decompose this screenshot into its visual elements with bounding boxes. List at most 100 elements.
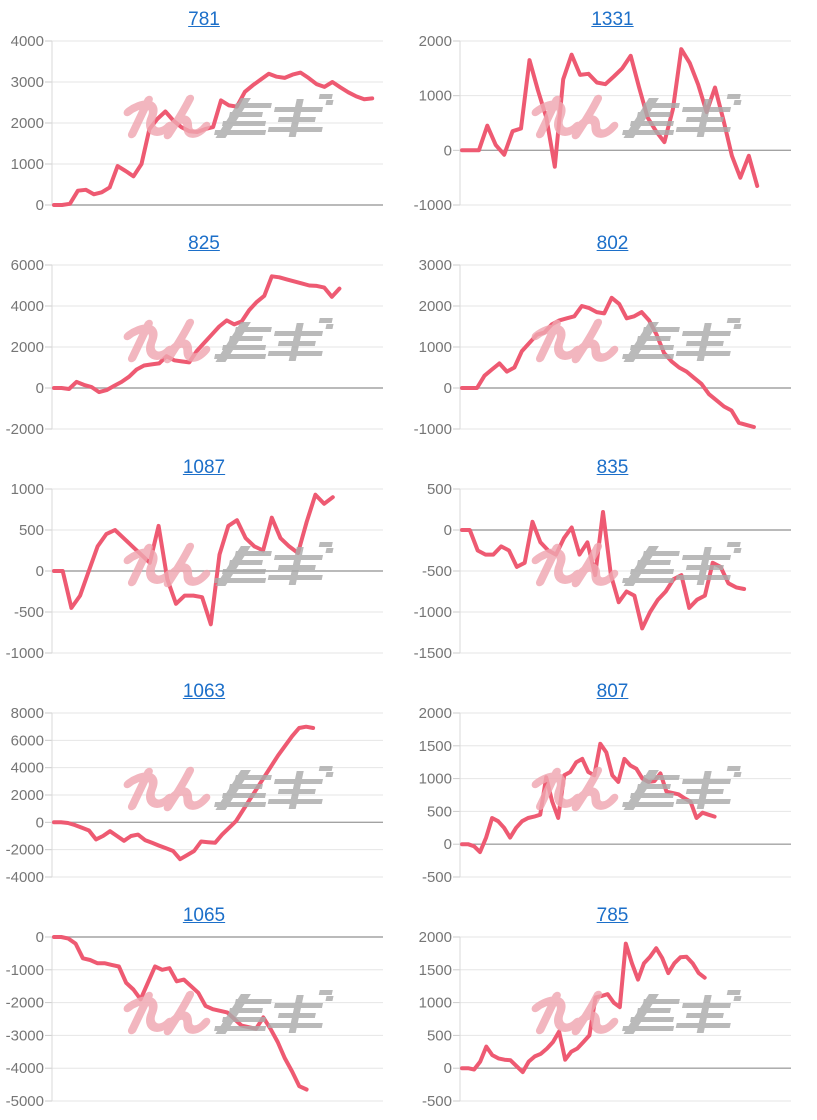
y-tick-label: -2000 xyxy=(6,421,44,438)
minrepo-watermark xyxy=(123,766,334,812)
chart-cell: 781 4000 3000 2000 1000 0 xyxy=(0,0,408,224)
chart-title-link[interactable]: 1065 xyxy=(182,905,226,926)
y-tick-label: 2000 xyxy=(419,705,452,722)
profit-line-chart: 8000 6000 4000 2000 0 -2000 -4000 xyxy=(6,705,383,886)
y-tick-label: 0 xyxy=(36,563,44,580)
watermark-pink-text xyxy=(123,318,211,364)
y-tick-label: 1000 xyxy=(419,995,452,1012)
watermark-gray-text xyxy=(214,318,334,362)
chart-cell: 825 6000 4000 2000 0 -2000 xyxy=(0,224,408,448)
y-tick-label: 0 xyxy=(444,522,452,539)
minrepo-watermark xyxy=(123,990,334,1036)
chart-title-link[interactable]: 807 xyxy=(596,681,629,702)
minrepo-watermark xyxy=(531,94,742,140)
y-tick-label: 1500 xyxy=(419,962,452,979)
y-tick-label: 3000 xyxy=(11,74,44,91)
profit-line xyxy=(52,492,335,627)
y-tick-label: -2000 xyxy=(6,995,44,1012)
profit-line xyxy=(460,510,747,631)
watermark-pink-text xyxy=(531,766,619,812)
profit-line-chart: 2000 1500 1000 500 0 -500 xyxy=(419,705,791,886)
chart-cell: 1087 1000 500 0 -500 -1000 xyxy=(0,448,408,672)
minrepo-watermark xyxy=(123,542,334,588)
watermark-gray-text xyxy=(622,990,742,1034)
y-tick-label: -2000 xyxy=(6,842,44,859)
chart-title: 835 xyxy=(408,448,817,481)
y-tick-label: 0 xyxy=(444,380,452,397)
watermark-pink-text xyxy=(531,318,619,364)
chart-title-link[interactable]: 802 xyxy=(596,233,629,254)
y-tick-label: 0 xyxy=(36,814,44,831)
chart-title: 825 xyxy=(0,224,408,257)
y-tick-label: 6000 xyxy=(11,257,44,274)
watermark-pink-text xyxy=(123,990,211,1036)
watermark-pink-text xyxy=(123,542,211,588)
y-tick-label: -1500 xyxy=(414,645,452,662)
y-tick-label: 0 xyxy=(36,380,44,397)
y-tick-label: -1000 xyxy=(6,962,44,979)
y-tick-label: -4000 xyxy=(6,869,44,886)
y-tick-label: 1000 xyxy=(11,481,44,498)
y-tick-label: 500 xyxy=(427,1027,452,1044)
y-tick-label: 4000 xyxy=(11,760,44,777)
y-tick-label: 500 xyxy=(427,803,452,820)
y-tick-label: 4000 xyxy=(11,298,44,315)
chart-title-link[interactable]: 1087 xyxy=(182,457,226,478)
chart-cell: 802 3000 2000 1000 0 -1000 xyxy=(408,224,817,448)
chart-title-link[interactable]: 1063 xyxy=(182,681,226,702)
y-tick-label: -4000 xyxy=(6,1060,44,1077)
watermark-pink-text xyxy=(531,94,619,140)
watermark-gray-text xyxy=(214,542,334,586)
y-tick-label: 0 xyxy=(444,836,452,853)
watermark-pink-text xyxy=(531,990,619,1036)
watermark-gray-text xyxy=(214,94,334,138)
y-tick-label: 500 xyxy=(427,481,452,498)
y-tick-label: -1000 xyxy=(414,421,452,438)
profit-line-chart: 1000 500 0 -500 -1000 xyxy=(6,481,383,662)
watermark-gray-text xyxy=(622,318,742,362)
y-tick-label: 2000 xyxy=(419,298,452,315)
chart-title-link[interactable]: 1331 xyxy=(591,9,634,30)
profit-line xyxy=(460,941,707,1075)
profit-line-chart: 4000 3000 2000 1000 0 xyxy=(11,33,383,214)
y-tick-label: 2000 xyxy=(11,787,44,804)
chart-title-link[interactable]: 825 xyxy=(188,233,220,254)
profit-line-chart: 2000 1500 1000 500 0 -500 xyxy=(419,929,791,1110)
chart-title: 1065 xyxy=(0,896,408,929)
y-tick-label: 2000 xyxy=(11,339,44,356)
chart-title-link[interactable]: 785 xyxy=(596,905,629,926)
profit-line-chart: 3000 2000 1000 0 -1000 xyxy=(414,257,791,438)
y-tick-label: 500 xyxy=(19,522,44,539)
minrepo-watermark xyxy=(123,94,334,140)
y-tick-label: 0 xyxy=(36,197,44,214)
y-tick-label: -500 xyxy=(422,563,452,580)
minrepo-watermark xyxy=(531,766,742,812)
y-tick-label: -5000 xyxy=(6,1093,44,1110)
watermark-pink-text xyxy=(123,94,211,140)
chart-cell: 807 2000 1500 1000 500 0 -500 xyxy=(408,672,817,896)
y-tick-label: 0 xyxy=(444,142,452,159)
y-tick-label: 4000 xyxy=(11,33,44,50)
chart-title-link[interactable]: 835 xyxy=(596,457,629,478)
y-tick-label: 1000 xyxy=(11,156,44,173)
chart-cell: 835 500 0 -500 -1000 -1500 xyxy=(408,448,817,672)
y-tick-label: -1000 xyxy=(6,645,44,662)
y-tick-label: 6000 xyxy=(11,732,44,749)
y-tick-label: -500 xyxy=(422,1093,452,1110)
watermark-gray-text xyxy=(214,766,334,810)
chart-title-link[interactable]: 781 xyxy=(188,9,220,30)
watermark-gray-text xyxy=(214,990,334,1034)
chart-cell: 1063 8000 6000 4000 2000 0 -2000 -4000 xyxy=(0,672,408,896)
profit-line xyxy=(52,274,342,395)
y-tick-label: -500 xyxy=(14,604,44,621)
y-tick-label: 2000 xyxy=(11,115,44,132)
y-tick-label: -500 xyxy=(422,869,452,886)
minrepo-watermark xyxy=(531,990,742,1036)
chart-title: 802 xyxy=(408,224,817,257)
y-tick-label: 0 xyxy=(36,929,44,946)
y-tick-label: 8000 xyxy=(11,705,44,722)
y-tick-label: -3000 xyxy=(6,1027,44,1044)
minrepo-watermark xyxy=(531,318,742,364)
chart-title: 1063 xyxy=(0,672,408,705)
chart-cell: 1065 0 -1000 -2000 -3000 -4000 -5000 xyxy=(0,896,408,1120)
